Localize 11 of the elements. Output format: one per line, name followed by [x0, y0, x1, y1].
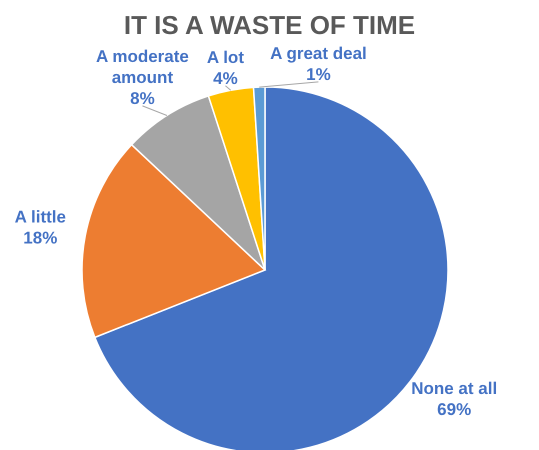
data-label: 18% [23, 228, 58, 248]
data-label: 8% [130, 88, 155, 108]
chart-title: IT IS A WASTE OF TIME [124, 10, 416, 40]
slice-label: A great deal [270, 44, 367, 63]
slice-label: None at all [411, 379, 498, 398]
data-label: 4% [213, 68, 238, 88]
data-label: 1% [306, 64, 331, 84]
slice-label: A little [14, 208, 66, 227]
slice-label: A lot [206, 48, 244, 67]
data-label: 69% [437, 400, 472, 420]
slice-label: A moderate amount [96, 46, 189, 87]
